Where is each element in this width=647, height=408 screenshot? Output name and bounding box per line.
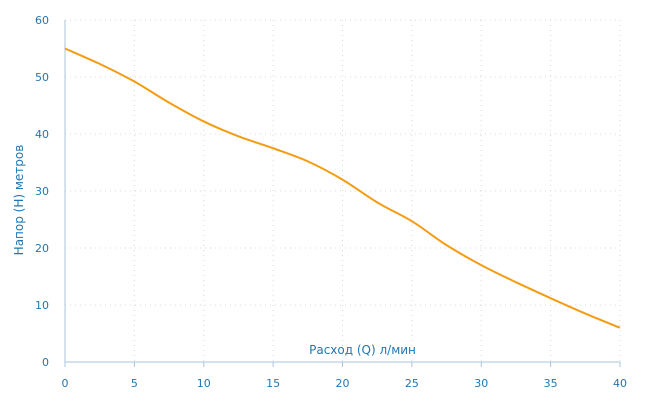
y-tick-label: 10 [35, 299, 49, 312]
tick-labels: 0 5 10 15 20 25 30 35 40 0 10 20 30 40 50 60 [35, 14, 627, 390]
x-tick-label: 10 [197, 377, 211, 390]
y-tick-label: 20 [35, 242, 49, 255]
y-tick-label: 30 [35, 185, 49, 198]
x-tick-label: 25 [405, 377, 419, 390]
y-tick-label: 50 [35, 71, 49, 84]
series-group [64, 47, 621, 329]
y-tick-label: 0 [42, 356, 49, 369]
x-tick-label: 40 [613, 377, 627, 390]
axes [64, 20, 621, 367]
grid [65, 19, 621, 362]
x-tick-label: 20 [336, 377, 350, 390]
x-tick-label: 5 [131, 377, 138, 390]
x-tick-label: 30 [474, 377, 488, 390]
x-axis-title: Расход (Q) л/мин [309, 343, 416, 357]
x-tick-label: 15 [266, 377, 280, 390]
series-line [64, 47, 621, 329]
x-tick-label: 0 [62, 377, 69, 390]
x-tick-label: 35 [544, 377, 558, 390]
y-tick-label: 60 [35, 14, 49, 27]
y-tick-label: 40 [35, 128, 49, 141]
y-axis-title: Напор (H) метров [12, 145, 26, 256]
